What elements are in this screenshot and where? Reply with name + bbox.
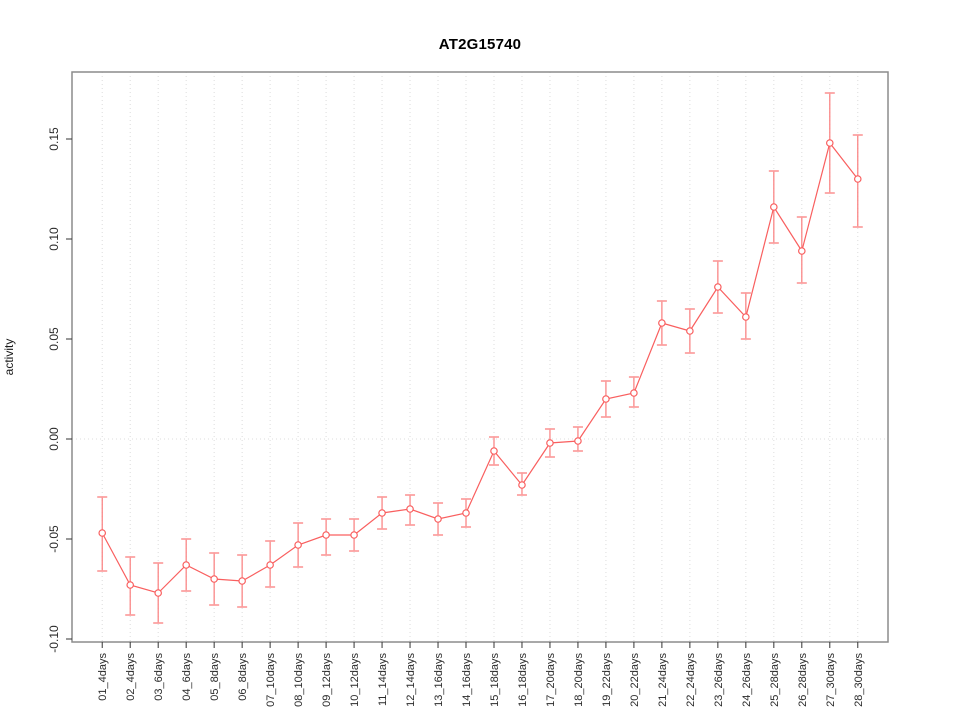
x-tick-label: 06_8days — [237, 653, 249, 701]
x-tick-label: 20_22days — [629, 653, 641, 707]
y-tick-label: 0.05 — [47, 327, 61, 351]
y-tick-label: 0.15 — [47, 127, 61, 151]
data-point — [294, 541, 302, 549]
plot-frame — [71, 71, 889, 643]
data-point — [602, 395, 610, 403]
data-point — [518, 481, 526, 489]
x-tick-label: 10_12days — [349, 653, 361, 707]
y-tick-label: 0.00 — [47, 427, 61, 451]
data-point — [546, 439, 554, 447]
x-tick-label: 15_18days — [489, 653, 501, 707]
data-point — [126, 581, 135, 589]
data-point — [406, 505, 414, 513]
x-tick-label: 07_10days — [265, 653, 277, 707]
data-point — [798, 247, 806, 255]
x-tick-label: 11_14days — [377, 653, 389, 707]
y-tick-label: -0.05 — [47, 525, 61, 553]
x-tick-label: 28_30days — [853, 653, 865, 707]
data-point — [238, 577, 246, 585]
x-tick-label: 05_8days — [209, 653, 221, 701]
data-point — [210, 575, 218, 583]
data-point — [98, 529, 107, 537]
series-line — [101, 141, 859, 594]
x-tick-label: 04_6days — [181, 653, 193, 701]
data-point — [686, 327, 694, 335]
data-point — [182, 561, 190, 569]
x-tick-label: 25_28days — [769, 653, 781, 707]
x-tick-label: 03_6days — [153, 653, 165, 701]
y-tick-label: 0.10 — [47, 227, 61, 251]
x-tick-label: 27_30days — [825, 653, 837, 707]
x-tick-label: 22_24days — [685, 653, 697, 707]
data-point — [154, 589, 162, 597]
x-tick-label: 18_20days — [573, 653, 585, 707]
data-point — [378, 509, 386, 517]
data-point — [714, 283, 722, 291]
x-tick-label: 23_26days — [713, 653, 725, 707]
x-tick-label: 14_16days — [461, 653, 473, 707]
data-point — [770, 203, 778, 211]
data-point — [658, 319, 666, 327]
x-tick-label: 19_22days — [601, 653, 613, 707]
data-point — [853, 175, 862, 183]
x-tick-label: 13_16days — [433, 653, 445, 707]
x-tick-label: 26_28days — [797, 653, 809, 707]
x-tick-label: 17_20days — [545, 653, 557, 707]
x-tick-label: 02_4days — [125, 653, 137, 701]
chart-title: AT2G15740 — [438, 36, 522, 53]
data-point — [490, 447, 498, 455]
x-tick-label: 24_26days — [741, 653, 753, 707]
x-tick-label: 21_24days — [657, 653, 669, 707]
data-point — [630, 389, 638, 397]
data-point — [266, 561, 274, 569]
data-point — [742, 313, 750, 321]
data-point — [322, 531, 330, 539]
data-point — [462, 509, 470, 517]
y-tick-label: -0.10 — [47, 625, 61, 653]
data-point — [825, 139, 834, 147]
x-tick-label: 08_10days — [293, 653, 305, 707]
x-tick-label: 09_12days — [321, 653, 333, 707]
x-tick-label: 01_4days — [97, 653, 109, 701]
data-point — [350, 531, 358, 539]
data-point — [574, 437, 582, 445]
x-tick-label: 12_14days — [405, 653, 417, 707]
data-point — [434, 515, 442, 523]
x-tick-label: 16_18days — [517, 653, 529, 707]
